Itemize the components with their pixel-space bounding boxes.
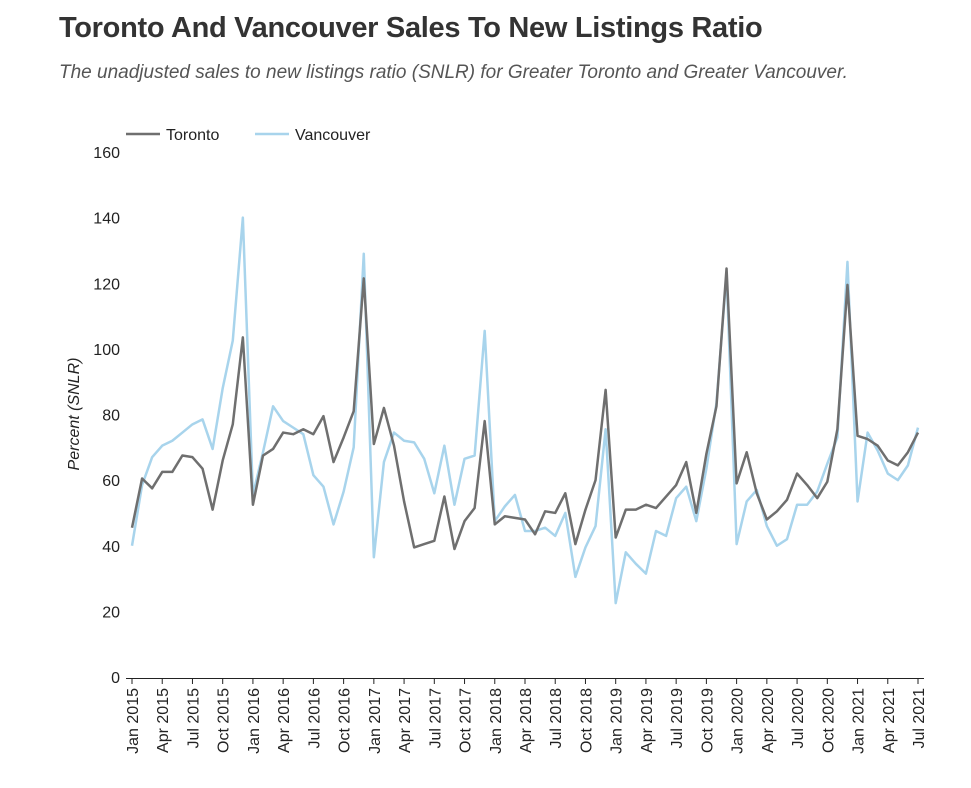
x-tick-label: Oct 2018 [578, 688, 595, 753]
chart-subtitle: The unadjusted sales to new listings rat… [59, 62, 848, 83]
y-tick-label: 120 [93, 276, 120, 293]
legend-item-vancouver[interactable]: Vancouver [255, 127, 371, 144]
y-axis-label: Percent (SNLR) [66, 358, 83, 471]
legend-label-toronto: Toronto [166, 127, 219, 144]
y-tick-label: 0 [111, 670, 120, 687]
x-tick-label: Oct 2017 [458, 688, 475, 753]
y-tick-label: 60 [102, 473, 120, 490]
x-tick-label: Oct 2019 [699, 688, 716, 753]
y-axis-ticks: 0 20 40 60 80 100 120 140 160 [93, 145, 120, 687]
x-tick-label: Apr 2017 [397, 688, 414, 753]
chart-title: Toronto And Vancouver Sales To New Listi… [59, 12, 763, 44]
x-tick-label: Oct 2015 [216, 688, 233, 753]
legend: Toronto Vancouver [126, 127, 371, 144]
series-line-toronto[interactable] [130, 267, 920, 551]
x-tick-label: Jul 2021 [911, 688, 928, 749]
x-tick-label: Jul 2018 [548, 688, 565, 749]
x-axis-ticks: Jan 2015 Apr 2015 Jul 2015 Oct 2015 Jan 2016… [125, 678, 928, 754]
x-tick-label: Jan 2021 [851, 688, 868, 754]
x-tick-label: Jan 2016 [246, 688, 263, 754]
x-tick-label: Apr 2018 [518, 688, 535, 753]
x-tick-label: Jan 2017 [367, 688, 384, 754]
x-tick-label: Apr 2016 [276, 688, 293, 753]
x-tick-label: Jan 2015 [125, 688, 142, 754]
x-tick-label: Jul 2017 [427, 688, 444, 749]
y-tick-label: 160 [93, 145, 120, 162]
x-tick-label: Jul 2015 [185, 688, 202, 749]
series-lines [130, 216, 920, 605]
y-tick-label: 140 [93, 211, 120, 228]
x-tick-label: Jan 2019 [609, 688, 626, 754]
legend-item-toronto[interactable]: Toronto [126, 127, 219, 144]
x-tick-label: Jan 2020 [730, 688, 747, 754]
x-tick-label: Apr 2021 [881, 688, 898, 753]
x-tick-label: Apr 2019 [639, 688, 656, 753]
x-tick-label: Jan 2018 [488, 688, 505, 754]
legend-label-vancouver: Vancouver [295, 127, 371, 144]
x-tick-label: Jul 2020 [790, 688, 807, 749]
x-tick-label: Apr 2015 [155, 688, 172, 753]
x-tick-label: Oct 2016 [337, 688, 354, 753]
y-tick-label: 80 [102, 408, 120, 425]
series-line-vancouver[interactable] [130, 216, 920, 605]
x-tick-label: Jul 2016 [306, 688, 323, 749]
y-tick-label: 40 [102, 539, 120, 556]
x-tick-label: Jul 2019 [669, 688, 686, 749]
y-tick-label: 20 [102, 604, 120, 621]
x-tick-label: Oct 2020 [820, 688, 837, 753]
x-tick-label: Apr 2020 [760, 688, 777, 753]
y-tick-label: 100 [93, 342, 120, 359]
